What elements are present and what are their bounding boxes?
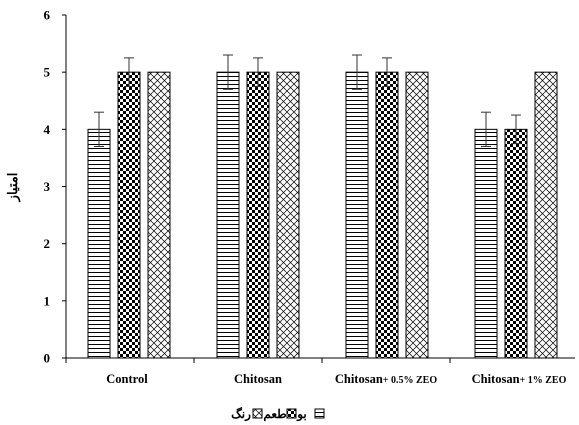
bar-2-2 bbox=[246, 71, 270, 359]
legend-label: بو bbox=[296, 407, 307, 422]
bar-2-3 bbox=[375, 71, 399, 359]
x-tick-label-suffix: + 1% ZEO bbox=[520, 375, 567, 386]
bar-3-3 bbox=[405, 71, 429, 359]
legend: بو طعم رنگ bbox=[231, 406, 325, 422]
x-tick-label: Control bbox=[106, 372, 148, 386]
legend-swatch bbox=[314, 408, 325, 419]
x-tick-label-main: Control bbox=[106, 372, 148, 386]
y-tick-label: 1 bbox=[44, 293, 51, 308]
x-tick-label-suffix: + 0.5% ZEO bbox=[383, 375, 438, 386]
bar-1-2 bbox=[216, 71, 240, 359]
x-tick-label: Chitosan+ 0.5% ZEO bbox=[335, 372, 437, 386]
x-tick-label: Chitosan+ 1% ZEO bbox=[472, 372, 567, 386]
y-tick-label: 3 bbox=[44, 179, 51, 194]
bar-2-1 bbox=[117, 71, 141, 359]
bar-2-4 bbox=[504, 128, 528, 359]
bar-1-3 bbox=[345, 71, 369, 359]
x-tick-label: Chitosan bbox=[234, 372, 282, 386]
y-tick-label: 4 bbox=[44, 122, 51, 137]
legend-swatch bbox=[252, 408, 263, 419]
x-tick-label-main: Chitosan bbox=[335, 372, 383, 386]
y-axis-label: امتیاز bbox=[5, 173, 21, 203]
y-tick-label: 2 bbox=[44, 236, 51, 251]
legend-label: رنگ bbox=[231, 406, 251, 422]
bar-3-4 bbox=[534, 71, 558, 359]
x-tick-label-main: Chitosan bbox=[472, 372, 520, 386]
bar-3-2 bbox=[276, 71, 300, 359]
bar-1-4 bbox=[474, 128, 498, 359]
legend-label: طعم bbox=[263, 407, 286, 422]
x-tick-label-main: Chitosan bbox=[234, 372, 282, 386]
legend-swatch bbox=[286, 408, 297, 419]
bar-1-1 bbox=[87, 128, 111, 359]
y-tick-label: 6 bbox=[44, 8, 51, 23]
y-tick-label: 0 bbox=[44, 351, 51, 366]
y-tick-label: 5 bbox=[44, 65, 51, 80]
bar-3-1 bbox=[147, 71, 171, 359]
